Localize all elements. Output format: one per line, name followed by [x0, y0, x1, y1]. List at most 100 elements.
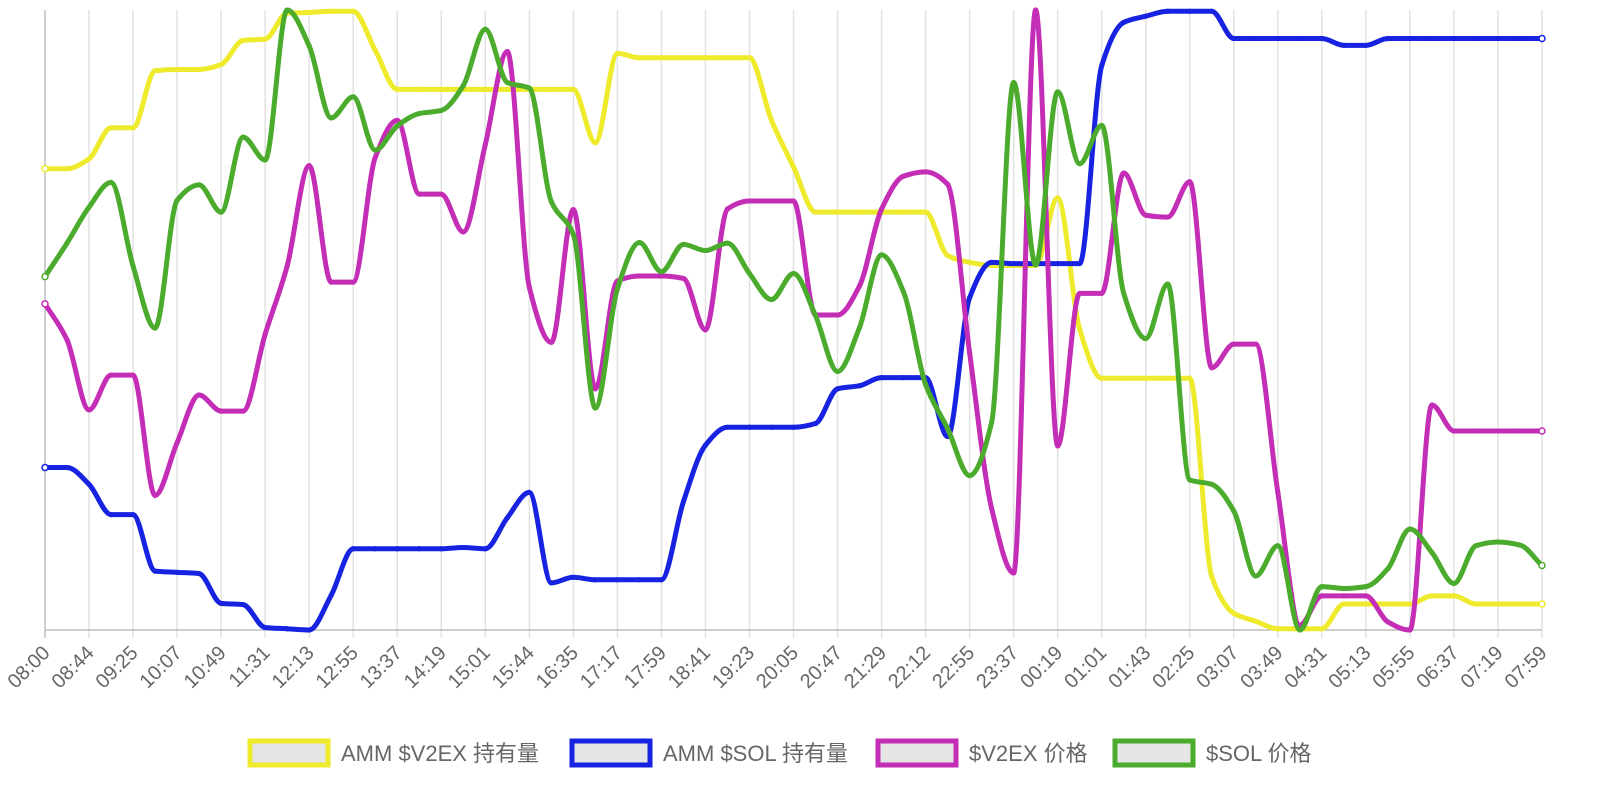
x-tick-label: 22:55 — [928, 642, 979, 693]
data-point — [1209, 481, 1215, 487]
data-point — [86, 156, 92, 162]
data-point — [240, 601, 246, 608]
data-point — [460, 83, 466, 89]
legend-label: $SOL 价格 — [1206, 741, 1312, 766]
data-point — [967, 350, 973, 356]
data-point — [1121, 290, 1127, 296]
data-point — [989, 259, 995, 265]
data-point — [130, 372, 136, 378]
legend-item[interactable]: AMM $V2EX 持有量 — [247, 738, 539, 768]
data-point — [967, 295, 973, 301]
data-point — [1517, 601, 1523, 607]
x-tick-label: 15:44 — [488, 642, 539, 693]
data-point — [1011, 570, 1017, 576]
data-point — [1187, 477, 1193, 483]
data-point — [680, 241, 687, 247]
data-point — [416, 546, 422, 552]
data-point — [86, 481, 92, 487]
data-point — [614, 50, 620, 57]
data-point — [64, 166, 70, 172]
data-point — [108, 179, 114, 185]
data-point — [174, 66, 180, 73]
x-tick-label: 16:35 — [532, 642, 583, 693]
data-point — [1121, 375, 1127, 381]
x-tick-label: 10:07 — [136, 642, 187, 693]
data-point — [1099, 63, 1105, 69]
x-tick-label: 04:31 — [1280, 642, 1331, 693]
data-point — [1473, 428, 1479, 434]
x-tick-label: 17:17 — [576, 642, 627, 693]
data-point — [526, 284, 532, 290]
x-tick-label: 05:13 — [1324, 642, 1375, 693]
legend-swatch — [875, 738, 959, 768]
data-point — [1451, 593, 1457, 599]
data-point — [526, 489, 532, 495]
data-point — [1055, 89, 1061, 95]
data-point — [1385, 566, 1391, 572]
data-point — [548, 580, 554, 586]
data-point — [900, 375, 907, 381]
data-point — [680, 55, 687, 61]
data-point — [900, 173, 907, 179]
data-point — [746, 198, 753, 204]
x-tick-label: 20:47 — [796, 642, 847, 693]
data-point — [1253, 35, 1259, 42]
data-point — [658, 273, 665, 279]
data-point — [372, 47, 378, 53]
x-tick-label: 09:25 — [92, 642, 143, 693]
data-point — [1429, 593, 1435, 599]
data-point — [658, 55, 665, 61]
data-point — [504, 515, 510, 521]
data-point — [174, 440, 180, 446]
data-point — [1209, 574, 1215, 580]
data-point — [1033, 7, 1039, 13]
series-0 — [41, 8, 1546, 632]
data-point — [1165, 281, 1171, 287]
data-point — [636, 55, 642, 61]
data-point — [218, 209, 224, 215]
legend-item[interactable]: $SOL 价格 — [1112, 738, 1312, 768]
data-point — [262, 624, 268, 631]
data-point — [658, 269, 665, 275]
data-point — [1187, 179, 1193, 185]
data-point — [1143, 212, 1149, 218]
data-point — [1165, 214, 1171, 220]
x-tick-label: 23:37 — [972, 642, 1023, 693]
data-point — [1165, 375, 1171, 381]
data-point — [1385, 35, 1391, 42]
data-point — [834, 312, 841, 318]
data-point — [702, 55, 709, 61]
data-point — [460, 544, 466, 551]
data-point — [174, 197, 180, 203]
data-point — [1538, 34, 1546, 43]
x-tick-label: 12:13 — [268, 642, 319, 693]
data-point — [812, 313, 819, 319]
x-tick-label: 19:23 — [708, 642, 759, 693]
data-point — [989, 419, 995, 425]
data-point — [1473, 35, 1479, 42]
x-tick-label: 01:43 — [1104, 642, 1155, 693]
data-point — [438, 546, 444, 552]
x-tick-label: 22:12 — [884, 642, 935, 693]
data-point — [900, 289, 907, 295]
data-point — [790, 198, 797, 204]
data-point — [152, 492, 158, 499]
data-point — [1099, 375, 1105, 381]
data-point — [548, 339, 554, 345]
data-point — [592, 577, 598, 583]
data-point — [1209, 8, 1215, 14]
data-point — [1495, 601, 1501, 607]
data-point — [482, 26, 488, 32]
data-point — [504, 86, 510, 92]
data-point — [108, 512, 114, 518]
x-axis-ticks: 08:0008:4409:2510:0710:4911:3112:1312:55… — [4, 642, 1552, 693]
legend-item[interactable]: AMM $SOL 持有量 — [569, 738, 848, 768]
data-point — [1451, 580, 1457, 587]
data-point — [152, 568, 158, 574]
legend-item[interactable]: $V2EX 价格 — [875, 738, 1088, 768]
data-point — [438, 107, 444, 114]
data-point — [41, 300, 49, 308]
x-tick-label: 08:00 — [4, 642, 55, 693]
data-point — [878, 375, 885, 381]
data-point — [856, 283, 863, 289]
